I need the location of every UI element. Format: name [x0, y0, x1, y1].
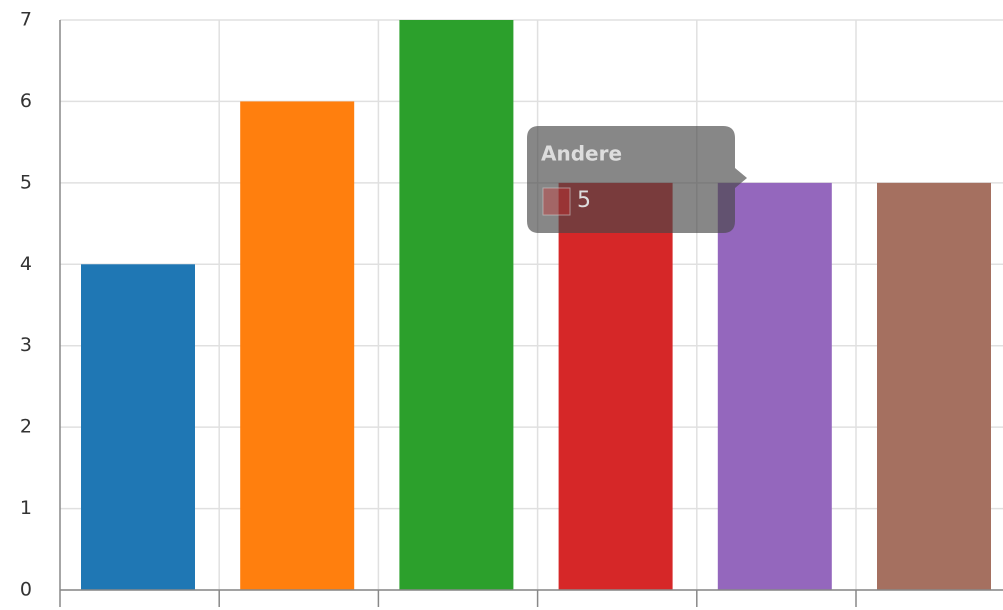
bar	[877, 182, 991, 590]
bar	[240, 101, 355, 590]
y-tick-label: 6	[20, 90, 32, 112]
y-tick-label: 2	[20, 416, 32, 438]
tooltip-value: 5	[577, 188, 591, 213]
bar	[81, 264, 195, 590]
y-tick-label: 3	[20, 334, 32, 356]
tooltip-title: Andere	[541, 142, 622, 166]
y-tick-label: 7	[20, 9, 32, 31]
y-tick-label: 0	[20, 579, 32, 601]
tooltip-box	[527, 126, 747, 233]
tooltip-swatch	[542, 187, 571, 216]
tooltip: Andere 5	[527, 126, 747, 233]
bar	[558, 182, 673, 590]
y-tick-label: 4	[20, 253, 32, 275]
bar	[717, 182, 832, 590]
y-tick-label: 1	[20, 497, 32, 519]
y-tick-label: 5	[20, 171, 32, 193]
bar	[399, 20, 514, 590]
